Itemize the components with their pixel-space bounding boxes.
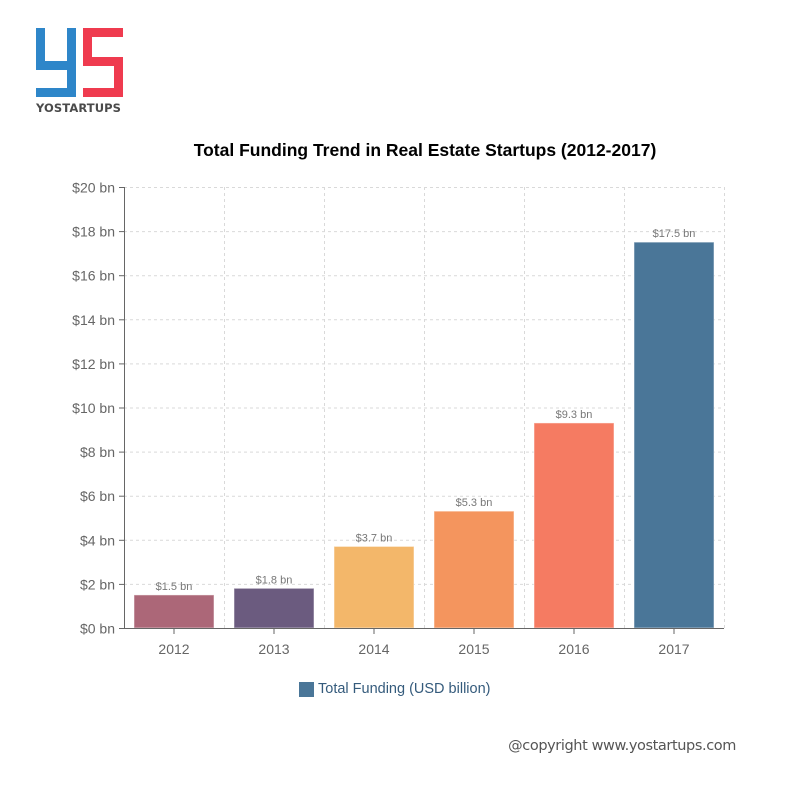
y-tick-label: $2 bn (80, 576, 115, 592)
bar (133, 594, 215, 629)
data-label: $5.3 bn (456, 497, 493, 509)
bar (333, 545, 415, 629)
x-tick-label: 2013 (258, 641, 289, 657)
yostartups-logo-icon (36, 28, 123, 97)
y-tick-label: $6 bn (80, 488, 115, 504)
bars (133, 241, 715, 629)
data-label: $1.5 bn (156, 581, 193, 593)
legend[interactable]: Total Funding (USD billion) (299, 681, 490, 697)
y-tick-label: $8 bn (80, 444, 115, 460)
y-tick-label: $16 bn (72, 268, 115, 284)
chart-title: Total Funding Trend in Real Estate Start… (193, 140, 657, 160)
bar (633, 241, 715, 629)
y-tick-label: $4 bn (80, 532, 115, 548)
grid-lines (124, 187, 725, 628)
data-label: $1.8 bn (256, 574, 293, 586)
logo-s-letter (83, 28, 123, 97)
y-tick-label: $14 bn (72, 312, 115, 328)
y-tick-label: $18 bn (72, 224, 115, 240)
copyright-text: @copyright www.yostartups.com (508, 738, 736, 754)
x-tick-label: 2012 (158, 641, 189, 657)
legend-swatch (299, 681, 314, 697)
logo-y-letter (36, 28, 76, 97)
x-tick-label: 2014 (358, 641, 389, 657)
data-label: $9.3 bn (556, 409, 593, 421)
data-label: $17.5 bn (653, 228, 696, 240)
x-tick-label: 2016 (558, 641, 589, 657)
legend-label: Total Funding (USD billion) (318, 681, 491, 697)
y-tick-label: $20 bn (72, 180, 115, 196)
x-tick-label: 2017 (658, 641, 689, 657)
x-tick-label: 2015 (458, 641, 489, 657)
data-label: $3.7 bn (356, 532, 393, 544)
labels: $0 bn $2 bn $4 bn $6 bn $8 bn $10 bn $12 bn $14… (72, 180, 695, 658)
bar (433, 510, 515, 629)
logo-text: YOSTARTUPS (36, 101, 122, 115)
y-tick-label: $12 bn (72, 356, 115, 372)
bar (233, 587, 315, 629)
axes (119, 187, 724, 634)
y-tick-label: $0 bn (80, 621, 115, 637)
y-tick-label: $10 bn (72, 400, 115, 416)
bar (533, 422, 615, 629)
